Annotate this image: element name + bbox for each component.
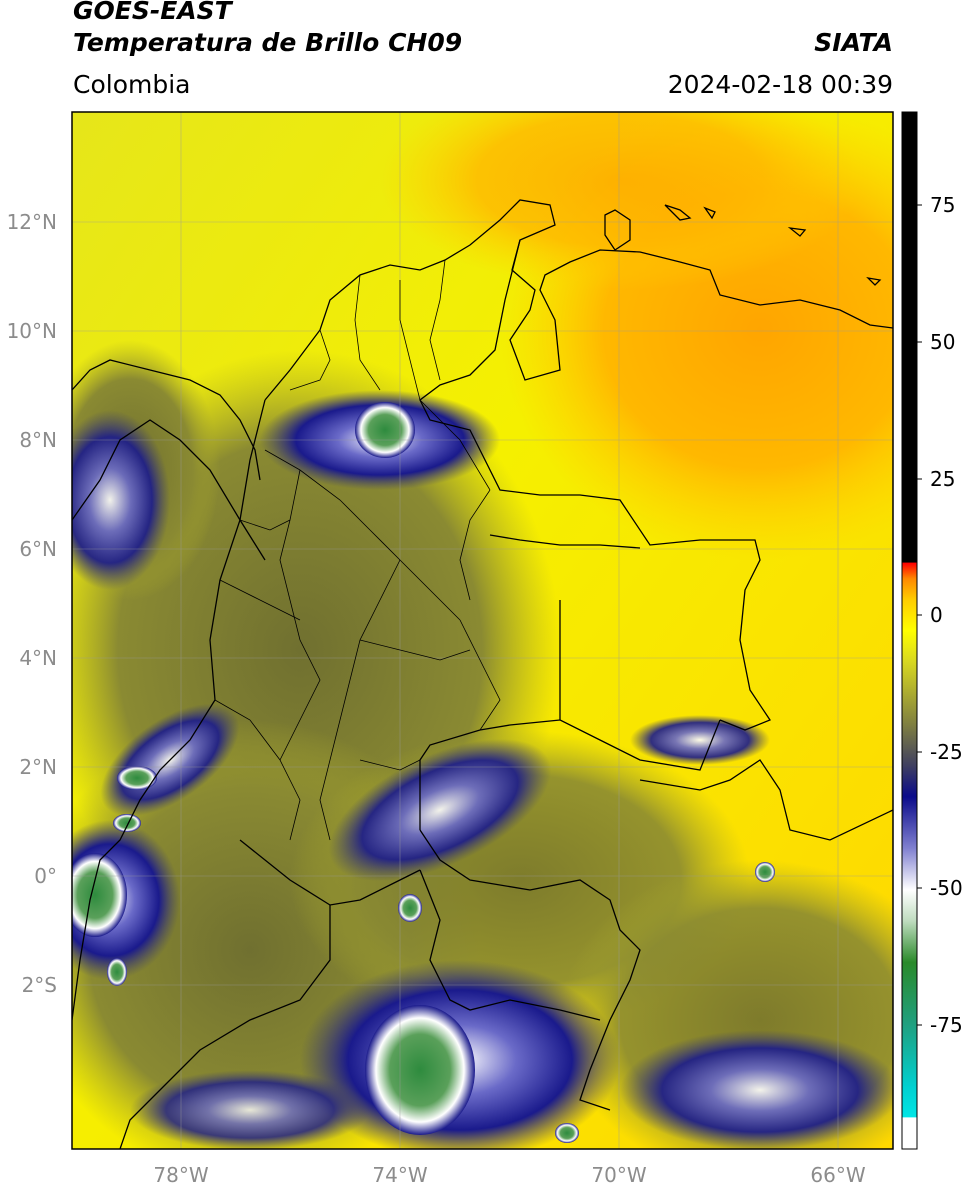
colorbar-tick-label: 25	[930, 467, 955, 491]
colorbar-tick-label: 50	[930, 330, 955, 354]
lat-tick-label: 6°N	[19, 537, 57, 561]
colorbar-tick-label: -25	[930, 740, 963, 764]
satellite-imagery	[72, 112, 893, 1149]
lat-tick-label: 4°N	[19, 646, 57, 670]
lat-tick-label: 12°N	[7, 210, 57, 234]
lon-tick-label: 66°W	[810, 1163, 865, 1187]
colorbar-gradient	[901, 111, 918, 1150]
region-label: Colombia	[73, 70, 191, 99]
lon-tick-labels: 78°W 74°W 70°W 66°W	[153, 1163, 865, 1187]
lat-tick-label: 2°N	[19, 755, 57, 779]
lon-tick-label: 78°W	[153, 1163, 208, 1187]
timestamp-label: 2024-02-18 00:39	[667, 70, 893, 99]
colorbar-tick-label: -75	[930, 1013, 963, 1037]
country-borders	[72, 199, 893, 1149]
lat-tick-label: 0°	[34, 864, 57, 888]
lat-tick-label: 8°N	[19, 428, 57, 452]
colorbar-tick-label: 75	[930, 193, 955, 217]
lat-tick-labels: 12°N 10°N 8°N 6°N 4°N 2°N 0° 2°S	[7, 210, 57, 997]
satellite-title: GOES-EAST	[73, 0, 232, 25]
lat-tick-label: 10°N	[7, 319, 57, 343]
map-frame	[71, 111, 894, 1150]
colorbar-tick-marks	[917, 204, 922, 1026]
lat-tick-label: 2°S	[22, 973, 57, 997]
colorbar-tick-label: 0	[930, 603, 943, 627]
lon-tick-label: 70°W	[591, 1163, 646, 1187]
colorbar: 75 50 25 0 -25 -50 -75	[901, 111, 963, 1150]
product-title: Temperatura de Brillo CH09	[73, 28, 463, 57]
department-borders	[214, 259, 501, 841]
brand-label: SIATA	[814, 28, 893, 57]
colorbar-tick-label: -50	[930, 876, 963, 900]
lon-tick-label: 74°W	[372, 1163, 427, 1187]
